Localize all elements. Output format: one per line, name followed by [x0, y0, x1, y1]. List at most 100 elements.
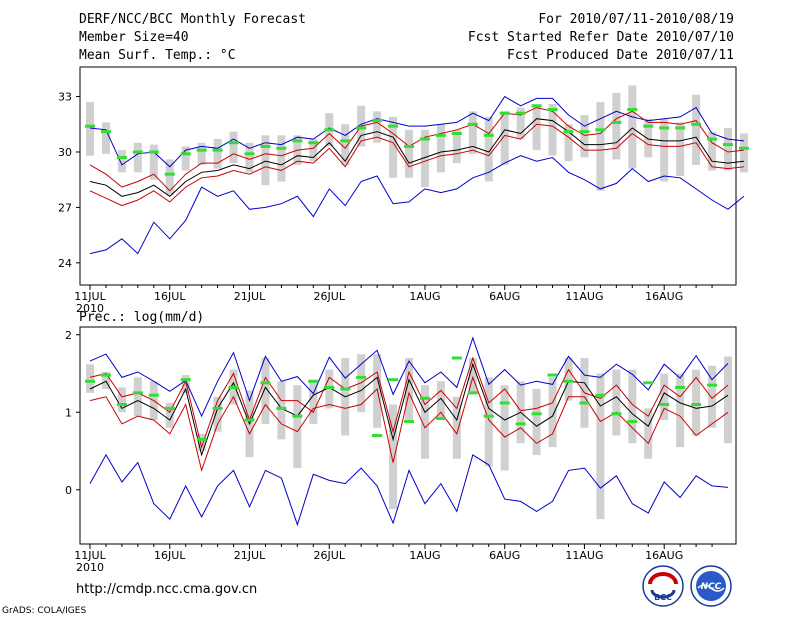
spread-box — [676, 373, 685, 448]
marker-dash — [675, 385, 686, 389]
spread-box — [436, 381, 445, 420]
member-size-label: Member Size=40 — [79, 30, 189, 45]
spread-box — [133, 142, 142, 173]
marker-dash — [499, 401, 510, 405]
spread-box — [500, 385, 509, 471]
spread-box — [86, 364, 94, 393]
marker-dash — [244, 418, 255, 422]
marker-dash — [451, 356, 462, 360]
spread-box — [325, 369, 334, 409]
marker-dash — [595, 128, 606, 132]
spread-box — [484, 116, 493, 182]
marker-dash — [324, 385, 335, 389]
spread-box — [389, 116, 398, 178]
series-line-mean — [89, 362, 729, 457]
series-line-mean — [89, 118, 744, 197]
spread-box — [468, 111, 477, 154]
marker-dash — [611, 120, 622, 124]
marker-dash — [276, 406, 287, 410]
marker-dash — [404, 144, 414, 148]
spread-box — [420, 385, 429, 459]
marker-dash — [531, 104, 542, 108]
marker-dash — [707, 383, 718, 387]
spread-box — [389, 404, 398, 510]
marker-dash — [547, 107, 558, 111]
spread-box — [564, 358, 573, 401]
marker-dash — [228, 141, 239, 145]
marker-dash — [196, 437, 207, 441]
spread-box — [739, 133, 748, 173]
marker-dash — [116, 403, 127, 406]
source-url[interactable]: http://cmdp.ncc.cma.gov.cn — [76, 582, 258, 597]
spread-box — [708, 131, 717, 171]
marker-dash — [579, 401, 590, 405]
spread-box — [548, 103, 557, 156]
spread-box — [644, 408, 653, 459]
spread-box — [708, 365, 717, 428]
x-tick-label: 16AUG — [645, 549, 683, 562]
series-line-lower — [89, 123, 744, 207]
spread-box — [165, 159, 174, 195]
marker-dash — [196, 148, 207, 152]
y-tick-label: 1 — [65, 406, 72, 419]
panel-temperature: 24 27 30 33 11JUL 16JUL 21JUL 26JUL 1AUG 6AUG 11AU… — [58, 66, 749, 315]
marker-dash — [372, 434, 383, 437]
x-tick-label: 16JUL — [154, 549, 186, 562]
spread-box — [197, 142, 206, 165]
spread-box — [405, 129, 413, 178]
spread-box — [724, 356, 732, 444]
series-line-upper — [89, 356, 729, 449]
spread-box — [165, 402, 174, 428]
marker-dash — [340, 387, 351, 391]
marker-dash — [643, 381, 654, 385]
y-tick-label: 0 — [65, 484, 72, 497]
temperature-panel-title: Mean Surf. Temp.: °C — [79, 48, 236, 63]
spread-box — [213, 396, 222, 432]
spread-box — [532, 105, 541, 151]
spread-box — [420, 129, 429, 188]
spread-box — [532, 389, 541, 455]
x-tick-label: 6AUG — [489, 290, 520, 303]
spread-box — [117, 150, 126, 173]
marker-dash — [627, 107, 638, 111]
spread-box — [293, 385, 302, 469]
marker-dash — [116, 156, 127, 160]
x-tick-label: 26JUL — [314, 290, 346, 303]
marker-dash — [707, 137, 718, 141]
marker-dash — [164, 406, 175, 410]
marker-dash — [579, 130, 590, 134]
marker-dash — [260, 381, 271, 385]
spread-box — [149, 144, 158, 180]
marker-dash — [595, 393, 606, 397]
spread-box — [261, 358, 270, 424]
refer-date: Fcst Started Refer Date 2010/07/10 — [467, 30, 734, 45]
spread-box — [101, 122, 110, 154]
marker-dash — [691, 403, 702, 406]
y-tick-label: 33 — [58, 91, 72, 104]
x-year-label: 2010 — [76, 561, 104, 574]
marker-dash — [85, 379, 95, 383]
marker-dash — [531, 412, 542, 416]
marker-dash — [164, 172, 175, 176]
marker-dash — [388, 124, 399, 128]
marker-dash — [659, 403, 670, 406]
marker-dash — [547, 373, 558, 377]
marker-dash — [691, 122, 702, 126]
x-tick-label: 1AUG — [409, 549, 440, 562]
spread-box — [724, 127, 732, 171]
x-tick-label: 11JUL — [74, 290, 106, 303]
forecast-title: DERF/NCC/BCC Monthly Forecast — [79, 12, 306, 27]
plot-frame — [79, 326, 737, 545]
marker-dash — [419, 137, 430, 141]
marker-dash — [244, 152, 255, 156]
marker-dash — [388, 378, 399, 382]
series-line-min — [89, 155, 745, 255]
marker-dash — [308, 141, 319, 145]
spread-box — [484, 377, 493, 467]
marker-dash — [435, 133, 446, 137]
marker-dash — [451, 132, 462, 136]
spread-box — [596, 373, 605, 520]
marker-dash — [611, 412, 622, 416]
spread-box — [213, 139, 222, 169]
spread-box — [564, 124, 573, 162]
